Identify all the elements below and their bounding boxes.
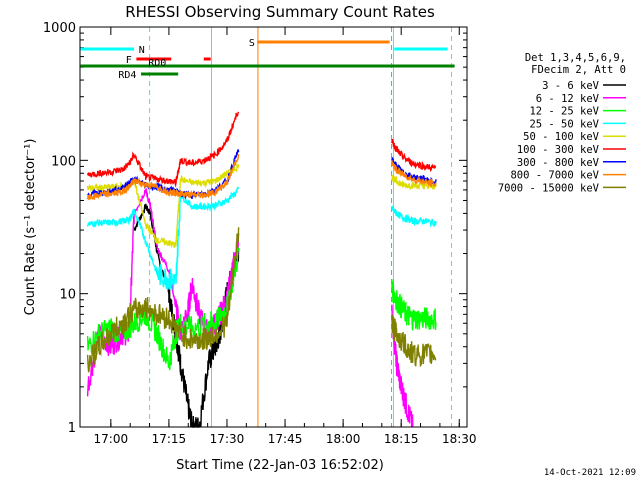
- flag-label: RD4: [118, 70, 136, 81]
- legend: Det 1,3,4,5,6,9,FDecim 2, Att 0 3 - 6 keV…: [498, 52, 626, 194]
- legend-entry-label: 800 - 7000 keV: [510, 170, 599, 182]
- legend-entry-label: 25 - 50 keV: [529, 118, 599, 130]
- y-axis-ticks: 1 10 100 1000: [43, 21, 467, 436]
- x-tick-label: 17:30: [210, 432, 245, 446]
- series-line-8: [86, 227, 437, 373]
- legend-entry-label: 7000 - 15000 keV: [498, 182, 600, 194]
- y-tick-label: 100: [51, 154, 76, 169]
- legend-entry-label: 50 - 100 keV: [523, 131, 600, 143]
- series-line-5: [86, 111, 437, 188]
- series-line-7: [86, 154, 437, 201]
- legend-entry-label: 300 - 800 keV: [517, 157, 600, 169]
- plot-frame: [79, 26, 468, 428]
- legend-entry-label: 12 - 25 keV: [529, 106, 599, 118]
- x-tick-label: 18:30: [442, 432, 477, 446]
- x-axis-ticks: 17:00 17:15 17:30 17:45 18:00 18:15 18:30: [94, 27, 477, 446]
- flag-label: F: [126, 55, 132, 66]
- legend-header-line: FDecim 2, Att 0: [531, 64, 626, 76]
- series-line-4: [86, 162, 437, 249]
- y-tick-label: 1: [68, 421, 76, 436]
- flag-label: S: [249, 38, 255, 49]
- legend-header-line: Det 1,3,4,5,6,9,: [525, 52, 626, 64]
- x-axis-label: Start Time (22-Jan-03 16:52:02): [176, 458, 384, 473]
- y-tick-label: 10: [59, 288, 76, 303]
- chart-title: RHESSI Observing Summary Count Rates: [125, 3, 435, 21]
- x-tick-label: 17:45: [268, 432, 303, 446]
- series-line-3: [86, 186, 437, 291]
- x-tick-label: 18:15: [384, 432, 419, 446]
- legend-entry-label: 6 - 12 keV: [536, 93, 600, 105]
- plot-area: [86, 27, 453, 428]
- status-flags: NF S RD0 RD4: [80, 38, 455, 81]
- x-tick-label: 17:15: [152, 432, 187, 446]
- x-tick-label: 17:00: [94, 432, 129, 446]
- footer-timestamp: 14-Oct-2021 12:09: [544, 468, 636, 478]
- x-tick-label: 18:00: [326, 432, 361, 446]
- flag-label: RD0: [148, 58, 166, 69]
- y-tick-label: 1000: [43, 21, 76, 36]
- flag-label: N: [139, 45, 145, 56]
- y-axis-label: Count Rate (s⁻¹ detector⁻¹): [23, 139, 38, 316]
- legend-entry-label: 3 - 6 keV: [542, 80, 600, 92]
- legend-entry-label: 100 - 300 keV: [517, 144, 600, 156]
